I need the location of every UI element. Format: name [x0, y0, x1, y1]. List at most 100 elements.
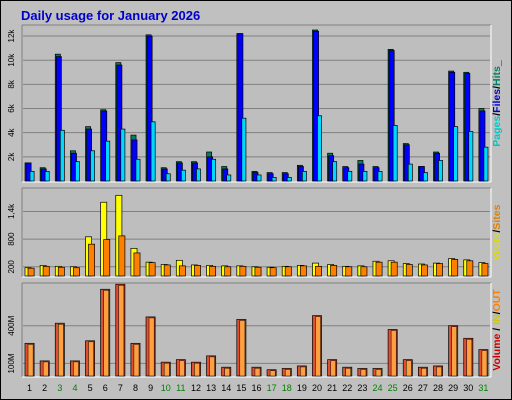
bar-pages: [256, 174, 262, 182]
bar-pages: [453, 126, 459, 182]
bar-volume-in: [209, 356, 215, 377]
x-tick-label: 23: [357, 383, 367, 393]
bar-sites: [224, 266, 232, 277]
bar-volume-in: [73, 361, 79, 377]
bar-volume-in: [360, 369, 367, 377]
x-tick-label: 15: [236, 383, 246, 393]
bar-files: [55, 56, 62, 182]
bar-pages: [59, 129, 65, 182]
bar-volume-in: [239, 320, 246, 377]
x-tick-label: 28: [433, 383, 443, 393]
legend-label-part: /: [491, 325, 503, 334]
x-axis-day-labels: 1 2 3 4 5 6 7 8 9 10 11 12 13 14 15 16 17 18 19 20 21 22 23 24 2…: [27, 383, 488, 393]
chart-title: Daily usage for January 2026: [21, 8, 200, 23]
bar-files: [237, 33, 244, 182]
x-tick-label: 8: [133, 383, 138, 393]
y-tick-label: 6k: [7, 103, 16, 112]
legend-label-part: /: [491, 311, 503, 314]
bar-sites: [239, 265, 247, 277]
y-tick-label: 100M: [7, 353, 16, 373]
x-tick-label: 9: [148, 383, 153, 393]
x-tick-label: 24: [373, 383, 383, 393]
bar-sites: [451, 259, 459, 277]
bar-sites: [209, 265, 217, 277]
bar-volume-in: [224, 367, 231, 377]
bar-volume-in: [421, 367, 427, 377]
bar-sites: [42, 265, 50, 277]
bar-pages: [332, 161, 338, 182]
bar-sites: [315, 265, 322, 277]
bar-pages: [105, 140, 111, 182]
bar-volume-in: [27, 344, 34, 377]
x-tick-label: 13: [206, 383, 216, 393]
bar-sites: [436, 263, 443, 277]
bar-sites: [421, 264, 428, 277]
bar-volume-in: [254, 367, 261, 377]
bar-volume-in: [315, 316, 321, 377]
bars: [24, 283, 489, 377]
bar-sites: [73, 267, 80, 277]
bar-sites: [178, 265, 186, 277]
bar-pages: [407, 163, 413, 182]
x-tick-label: 4: [72, 383, 77, 393]
bar-pages: [271, 177, 277, 182]
bar-sites: [163, 264, 171, 277]
x-tick-label: 11: [176, 383, 185, 393]
bar-files: [116, 64, 123, 182]
legend-label-part: IN: [491, 314, 503, 325]
bar-pages: [301, 170, 307, 182]
legend-label-part: Volume: [491, 333, 503, 370]
y-tick-label: 12k: [7, 29, 16, 43]
bar-pages: [347, 170, 353, 182]
bar-pages: [90, 150, 95, 182]
x-tick-label: 25: [388, 383, 398, 393]
x-tick-label: 29: [448, 383, 458, 393]
y-tick-label: 400M: [7, 315, 16, 335]
bar-sites: [269, 267, 277, 277]
bar-pages: [468, 131, 474, 182]
bar-pages: [165, 173, 171, 182]
x-tick-label: 30: [463, 383, 473, 393]
x-tick-label: 19: [297, 383, 307, 393]
bar-sites: [194, 265, 201, 277]
x-tick-label: 26: [403, 383, 413, 393]
y-tick-label: 10k: [7, 53, 16, 67]
legend-label-part: Visits: [491, 232, 503, 260]
bar-pages: [438, 160, 443, 182]
panel-background: [22, 283, 491, 377]
bar-files: [146, 35, 153, 182]
panel-legend-label: Visits/Sites: [491, 204, 503, 260]
bar-sites: [405, 264, 413, 277]
bar-sites: [390, 261, 398, 277]
bar-pages: [423, 172, 428, 182]
legend-label-part: Sites: [491, 204, 503, 229]
bar-volume-in: [194, 362, 200, 377]
bar-volume-in: [133, 344, 140, 377]
bar-volume-in: [330, 360, 336, 377]
bar-sites: [148, 262, 156, 277]
bar-volume-in: [269, 370, 276, 377]
bar-sites: [27, 267, 35, 277]
bar-sites: [466, 260, 474, 277]
bar-volume-in: [375, 369, 382, 377]
legend-label-part: /: [491, 86, 503, 89]
x-tick-label: 20: [312, 383, 322, 393]
x-tick-label: 18: [282, 383, 292, 393]
x-tick-label: 16: [251, 383, 261, 393]
bar-volume-in: [88, 341, 94, 377]
x-tick-label: 27: [418, 383, 428, 393]
y-tick-label: 4k: [7, 127, 16, 136]
bar-sites: [345, 266, 353, 277]
bar-files: [388, 50, 395, 182]
legend-label-part: OUT: [491, 289, 503, 312]
bar-sites: [360, 266, 368, 277]
legend-label-part: /: [491, 230, 503, 233]
bar-pages: [226, 174, 232, 182]
bar-volume-in: [300, 366, 306, 377]
bar-volume-in: [103, 290, 110, 377]
bar-sites: [118, 235, 126, 277]
x-tick-label: 14: [221, 383, 231, 393]
y-tick-label: 1,4k: [7, 203, 16, 219]
bar-volume-in: [179, 360, 185, 377]
